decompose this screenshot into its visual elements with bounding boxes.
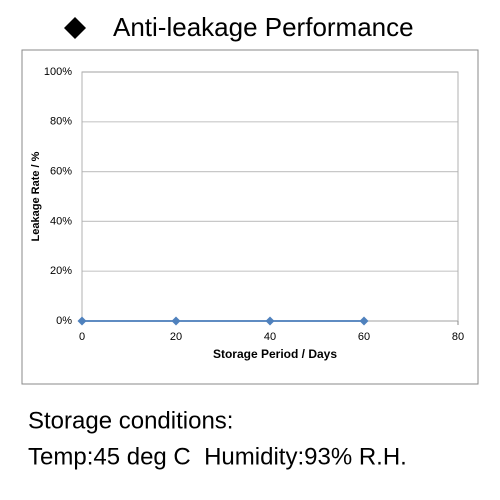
point <box>171 316 181 326</box>
bullet-diamond <box>64 17 86 39</box>
note: Storage conditions: <box>28 407 233 434</box>
point <box>359 316 369 326</box>
y-tick-label: 80% <box>50 116 72 128</box>
x-tick-label: 80 <box>452 331 464 343</box>
chart-frame <box>21 49 479 385</box>
x-tick-label: 0 <box>79 331 85 343</box>
chart-title: Anti-leakage Performance <box>113 12 414 42</box>
x-tick-label: 20 <box>170 331 182 343</box>
y-tick-label: 100% <box>44 66 72 78</box>
x-tick-label: 40 <box>264 331 276 343</box>
y-tick-label: 60% <box>50 166 72 178</box>
y-tick-label: 0% <box>56 315 72 327</box>
point <box>265 316 275 326</box>
y-tick-label: 40% <box>50 215 72 227</box>
point <box>77 316 87 326</box>
x-tick-label: 60 <box>358 331 370 343</box>
y-tick-label: 20% <box>50 265 72 277</box>
note: Temp:45 deg C Humidity:93% R.H. <box>28 443 407 470</box>
y-axis-title: Leakage Rate / % <box>30 151 42 241</box>
x-axis-title: Storage Period / Days <box>213 347 337 361</box>
plot-area <box>81 71 459 322</box>
plot: 0% 20% 40% 60% 80% 100% 0 20 40 60 80 Storage Perio… <box>30 66 464 361</box>
